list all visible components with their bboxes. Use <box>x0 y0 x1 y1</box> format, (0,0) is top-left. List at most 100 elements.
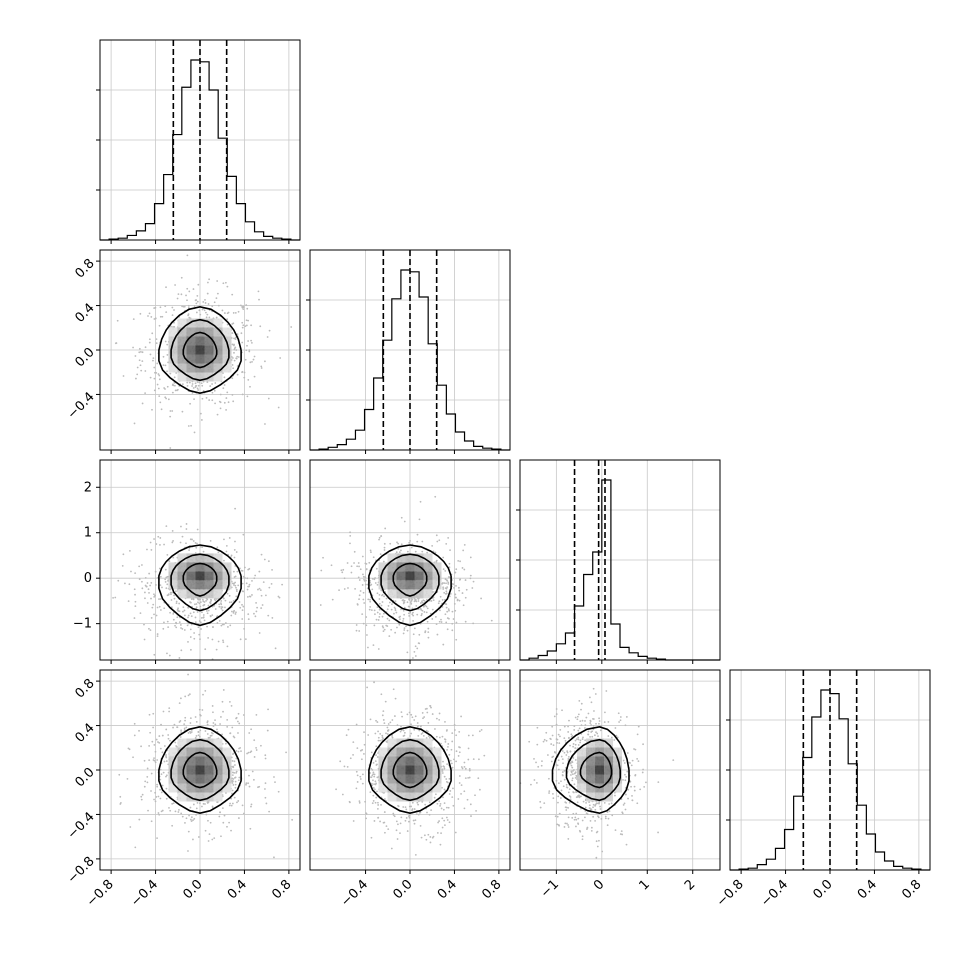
scatter-point <box>238 747 240 750</box>
scatter-point <box>431 618 434 620</box>
scatter-point <box>206 313 209 316</box>
density-cell <box>213 580 223 590</box>
density-cell <box>387 774 397 784</box>
scatter-point <box>202 616 205 619</box>
scatter-point <box>464 596 467 599</box>
scatter-point <box>144 392 147 395</box>
scatter-point <box>211 399 214 402</box>
scatter-point <box>184 695 187 698</box>
scatter-point <box>193 398 195 401</box>
scatter-point <box>425 611 428 614</box>
scatter-point <box>144 780 147 783</box>
scatter-point <box>467 776 470 779</box>
scatter-point <box>175 372 178 374</box>
density-cell <box>177 318 187 328</box>
density-cell <box>222 765 232 775</box>
scatter-point <box>189 648 192 651</box>
scatter-point <box>402 617 405 620</box>
scatter-point <box>383 811 386 813</box>
scatter-point <box>208 316 211 319</box>
scatter-point <box>190 820 193 822</box>
scatter-point <box>458 751 461 754</box>
scatter-point <box>190 816 193 819</box>
scatter-point <box>439 802 442 805</box>
scatter-point <box>460 766 463 768</box>
scatter-point <box>264 782 267 785</box>
panel-3-0: −0.8 −0.4 0.0 0.4 0.8−0.8−0.40.00.40.8 <box>65 669 301 910</box>
scatter-point <box>397 823 399 826</box>
contour-1 <box>170 553 230 612</box>
scatter-point <box>153 389 156 392</box>
scatter-point <box>153 377 156 380</box>
scatter-point <box>248 583 251 586</box>
scatter-point <box>221 807 224 810</box>
scatter-point <box>350 571 353 574</box>
scatter-point <box>637 725 640 728</box>
density-cell <box>177 756 187 766</box>
scatter-point <box>215 598 218 600</box>
scatter-point <box>361 773 364 776</box>
scatter-point <box>238 776 241 779</box>
scatter-point <box>410 602 413 605</box>
scatter-point <box>577 744 580 746</box>
scatter-point <box>568 788 571 790</box>
scatter-point <box>147 809 149 812</box>
scatter-point <box>216 280 219 282</box>
scatter-point <box>248 585 250 588</box>
scatter-point <box>563 737 566 740</box>
scatter-point <box>252 778 255 781</box>
scatter-point <box>457 586 460 589</box>
scatter-point <box>134 572 137 575</box>
scatter-point <box>343 588 346 590</box>
scatter-point <box>187 314 190 317</box>
scatter-point <box>254 574 257 577</box>
scatter-point <box>181 383 184 386</box>
scatter-point <box>223 401 226 404</box>
scatter-point <box>169 372 172 375</box>
contour-1 <box>380 553 440 612</box>
scatter-point <box>236 720 239 723</box>
scatter-point <box>358 800 361 803</box>
scatter-point <box>189 402 192 405</box>
scatter-point <box>458 775 461 777</box>
scatter-point <box>197 730 200 733</box>
scatter-point <box>208 736 211 739</box>
scatter-point <box>352 820 355 822</box>
scatter-point <box>454 831 457 834</box>
scatter-point <box>633 748 635 750</box>
scatter-point <box>190 598 193 600</box>
scatter-point <box>423 604 426 607</box>
scatter-point <box>231 343 234 346</box>
scatter-point <box>207 801 210 803</box>
scatter-point <box>156 606 159 609</box>
scatter-point <box>365 812 367 815</box>
scatter-point <box>572 812 575 815</box>
scatter-point <box>232 752 235 755</box>
scatter-point <box>191 538 193 541</box>
scatter-point <box>444 570 447 572</box>
scatter-point <box>209 821 212 824</box>
scatter-point <box>428 813 431 816</box>
scatter-point <box>139 364 142 367</box>
scatter-point <box>187 425 190 427</box>
scatter-point <box>174 624 176 627</box>
scatter-point <box>246 395 249 398</box>
scatter-point <box>426 811 428 814</box>
scatter-point <box>420 724 423 727</box>
x-tick-label: 0.4 <box>855 877 880 902</box>
scatter-point <box>460 784 463 787</box>
scatter-point <box>457 798 460 800</box>
density-cell <box>177 738 187 748</box>
scatter-point <box>598 722 600 725</box>
scatter-point <box>463 543 466 546</box>
scatter-point <box>236 801 238 804</box>
scatter-point <box>565 806 568 809</box>
scatter-point <box>232 735 235 738</box>
density-cell <box>168 783 178 793</box>
scatter-point <box>410 723 412 726</box>
scatter-point <box>543 738 546 741</box>
scatter-point <box>235 716 238 719</box>
scatter-point <box>359 568 362 571</box>
x-tick-label: −1 <box>538 877 562 901</box>
scatter-point <box>436 832 439 834</box>
